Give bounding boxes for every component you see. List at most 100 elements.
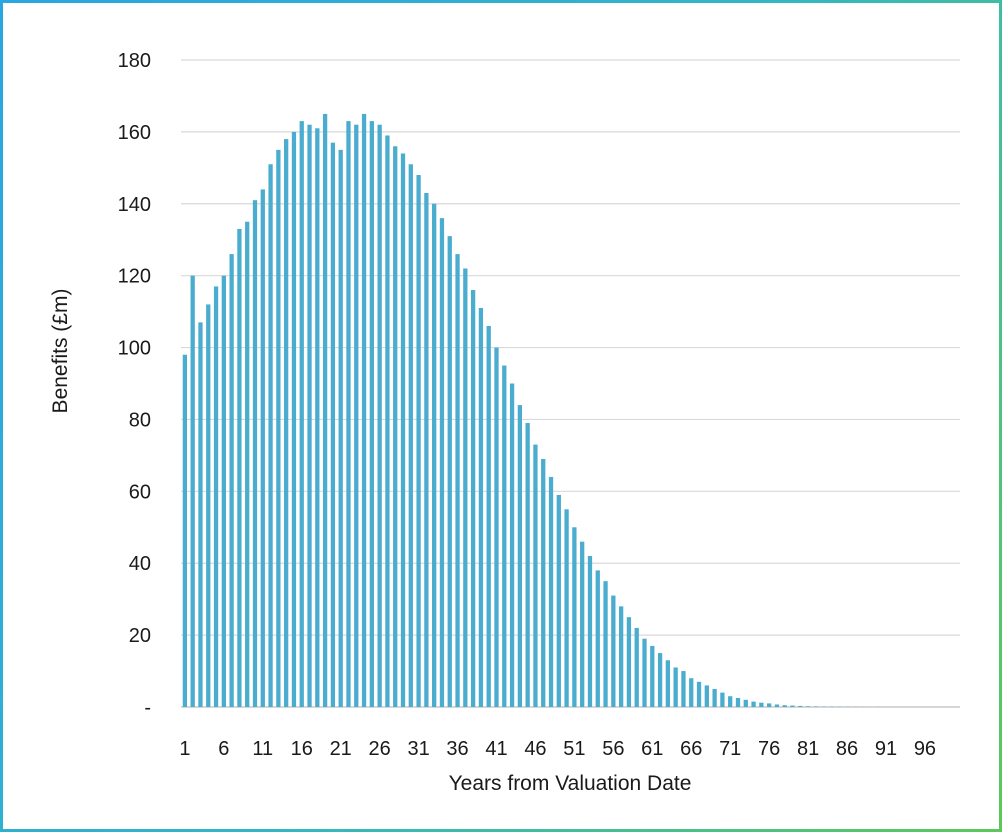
bar: [549, 477, 553, 707]
bar: [378, 125, 382, 707]
bar: [705, 685, 709, 707]
x-tick-label: 1: [179, 738, 190, 760]
bar: [284, 139, 288, 707]
bar: [253, 200, 257, 707]
bar: [751, 702, 755, 707]
bar: [798, 706, 802, 707]
bar: [564, 509, 568, 707]
bar: [346, 121, 350, 707]
bars: [183, 114, 958, 707]
bar: [541, 459, 545, 707]
bar: [416, 175, 420, 707]
bar: [432, 204, 436, 707]
bar: [300, 121, 304, 707]
y-tick-label: 100: [118, 338, 151, 360]
bar: [759, 703, 763, 707]
bar: [479, 308, 483, 707]
bar: [494, 348, 498, 707]
bar: [183, 355, 187, 707]
x-tick-label: 76: [758, 738, 780, 760]
bar: [627, 617, 631, 707]
bar: [619, 606, 623, 707]
bar: [650, 646, 654, 707]
bar: [736, 698, 740, 707]
bar: [370, 121, 374, 707]
bar: [214, 286, 218, 707]
y-tick-label: 80: [129, 409, 151, 431]
bar: [198, 322, 202, 707]
x-tick-label: 81: [797, 738, 819, 760]
y-tick-label: 40: [129, 553, 151, 575]
y-tick-label: 120: [118, 266, 151, 288]
bar: [681, 671, 685, 707]
bar: [533, 445, 537, 707]
x-tick-label: 16: [291, 738, 313, 760]
x-tick-label: 96: [914, 738, 936, 760]
bar: [276, 150, 280, 707]
y-axis-title: Benefits (£m): [49, 289, 72, 414]
bar: [268, 164, 272, 707]
bar: [689, 678, 693, 707]
bar: [502, 366, 506, 707]
bar: [362, 114, 366, 707]
bar: [572, 527, 576, 707]
x-tick-label: 71: [719, 738, 741, 760]
bar: [307, 125, 311, 707]
bar: [510, 384, 514, 708]
bar: [712, 689, 716, 707]
bar: [393, 146, 397, 707]
x-tick-label: 46: [524, 738, 546, 760]
bar: [557, 495, 561, 707]
gridlines: [181, 60, 960, 707]
bar: [401, 153, 405, 707]
bar: [354, 125, 358, 707]
bar: [448, 236, 452, 707]
bar: [292, 132, 296, 707]
bar: [790, 706, 794, 707]
x-tick-label: 26: [369, 738, 391, 760]
bar: [463, 268, 467, 707]
bar: [339, 150, 343, 707]
x-tick-label: 6: [218, 738, 229, 760]
y-tick-label: 160: [118, 122, 151, 144]
bar: [806, 706, 810, 707]
bar: [315, 128, 319, 707]
bar: [658, 653, 662, 707]
bar: [642, 639, 646, 707]
x-tick-label: 41: [485, 738, 507, 760]
y-tick-label: -: [144, 697, 151, 719]
x-tick-label: 11: [252, 738, 273, 760]
x-tick-label: 36: [446, 738, 468, 760]
y-tick-label: 180: [118, 50, 151, 72]
bar: [674, 667, 678, 707]
bar: [783, 705, 787, 707]
bar: [697, 682, 701, 707]
y-tick-label: 20: [129, 625, 151, 647]
bar: [245, 222, 249, 707]
bar: [728, 696, 732, 707]
bar: [518, 405, 522, 707]
x-tick-label: 31: [407, 738, 429, 760]
bar: [471, 290, 475, 707]
bar: [331, 143, 335, 707]
bar: [261, 189, 265, 707]
bar: [635, 628, 639, 707]
bar: [526, 423, 530, 707]
bar: [323, 114, 327, 707]
bar: [409, 164, 413, 707]
bar: [222, 276, 226, 707]
bar: [580, 542, 584, 707]
x-tick-label: 51: [563, 738, 585, 760]
x-tick-label: 91: [875, 738, 897, 760]
bar: [424, 193, 428, 707]
x-tick-label: 86: [836, 738, 858, 760]
bar: [744, 700, 748, 707]
bar: [440, 218, 444, 707]
bar: [720, 693, 724, 707]
bar: [206, 304, 210, 707]
bar: [191, 276, 195, 707]
bar: [767, 703, 771, 707]
